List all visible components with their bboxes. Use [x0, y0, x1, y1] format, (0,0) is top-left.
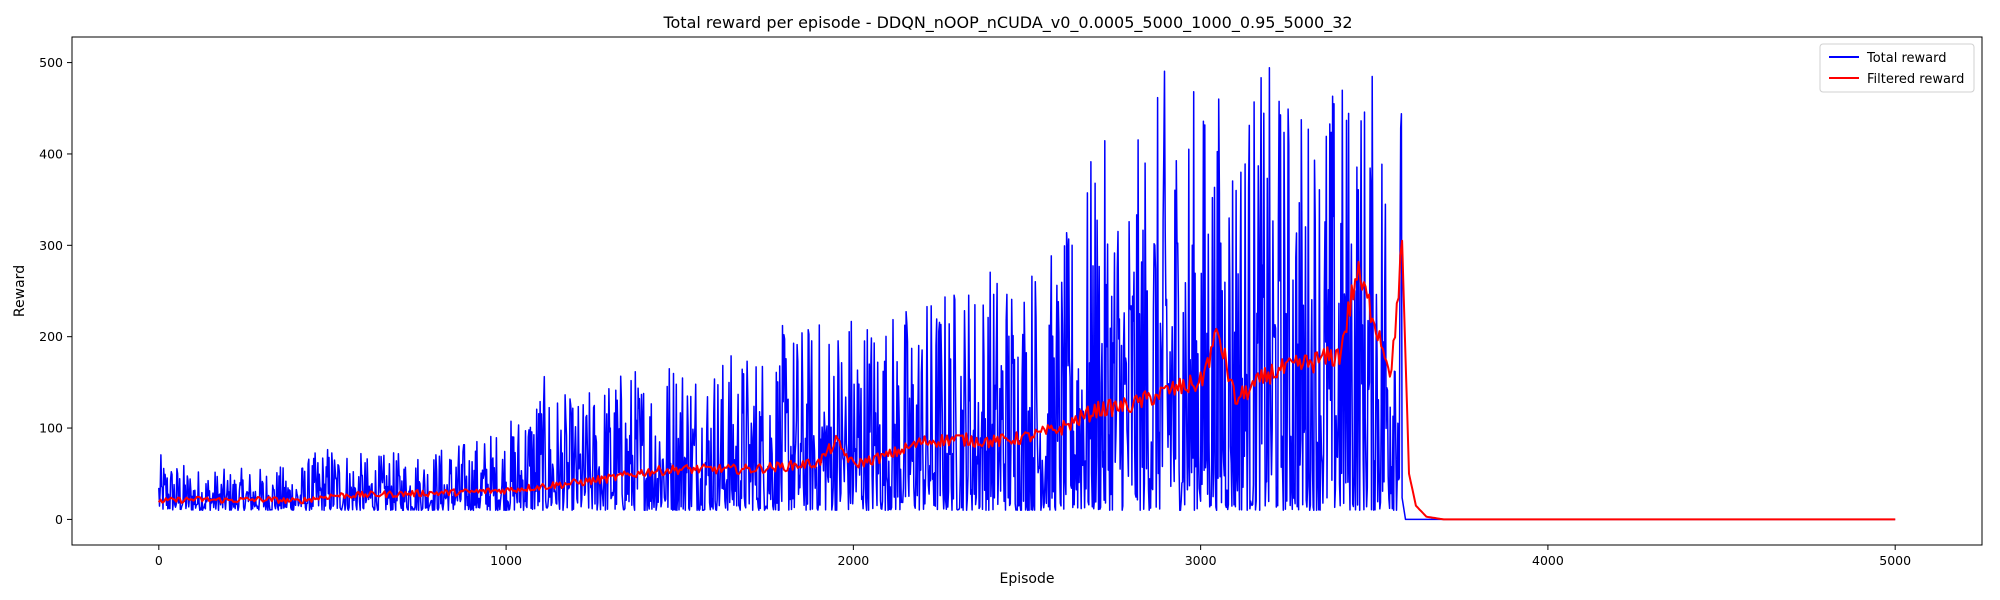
- y-tick-label: 500: [39, 55, 63, 70]
- series-layer: [157, 66, 1896, 521]
- series-line-total-reward: [158, 66, 1896, 521]
- x-axis-label: Episode: [1000, 571, 1055, 587]
- x-tick-label: 2000: [837, 553, 869, 568]
- y-axis-ticks: 0 100 200 300 400 500: [39, 55, 72, 527]
- plot-frame: [71, 36, 1983, 546]
- plot-area: [71, 36, 1983, 546]
- legend-label-filtered: Filtered reward: [1867, 72, 1964, 87]
- chart-title: Total reward per episode - DDQN_nOOP_nCU…: [662, 13, 1352, 33]
- x-tick-label: 5000: [1879, 553, 1911, 568]
- x-tick-label: 4000: [1532, 553, 1564, 568]
- y-tick-label: 200: [39, 329, 63, 344]
- y-tick-label: 300: [39, 238, 63, 253]
- x-tick-label: 0: [155, 553, 163, 568]
- series-line-filtered-reward: [157, 239, 1896, 521]
- x-axis-ticks: 0 1000 2000 3000 4000 5000: [155, 545, 1911, 568]
- x-tick-label: 3000: [1185, 553, 1217, 568]
- y-tick-label: 400: [39, 146, 63, 161]
- y-axis-label: Reward: [12, 265, 28, 317]
- legend: Total reward Filtered reward: [1819, 43, 1975, 93]
- legend-label-total: Total reward: [1866, 51, 1947, 66]
- y-tick-label: 0: [55, 512, 63, 527]
- y-tick-label: 100: [39, 421, 63, 436]
- x-tick-label: 1000: [490, 553, 522, 568]
